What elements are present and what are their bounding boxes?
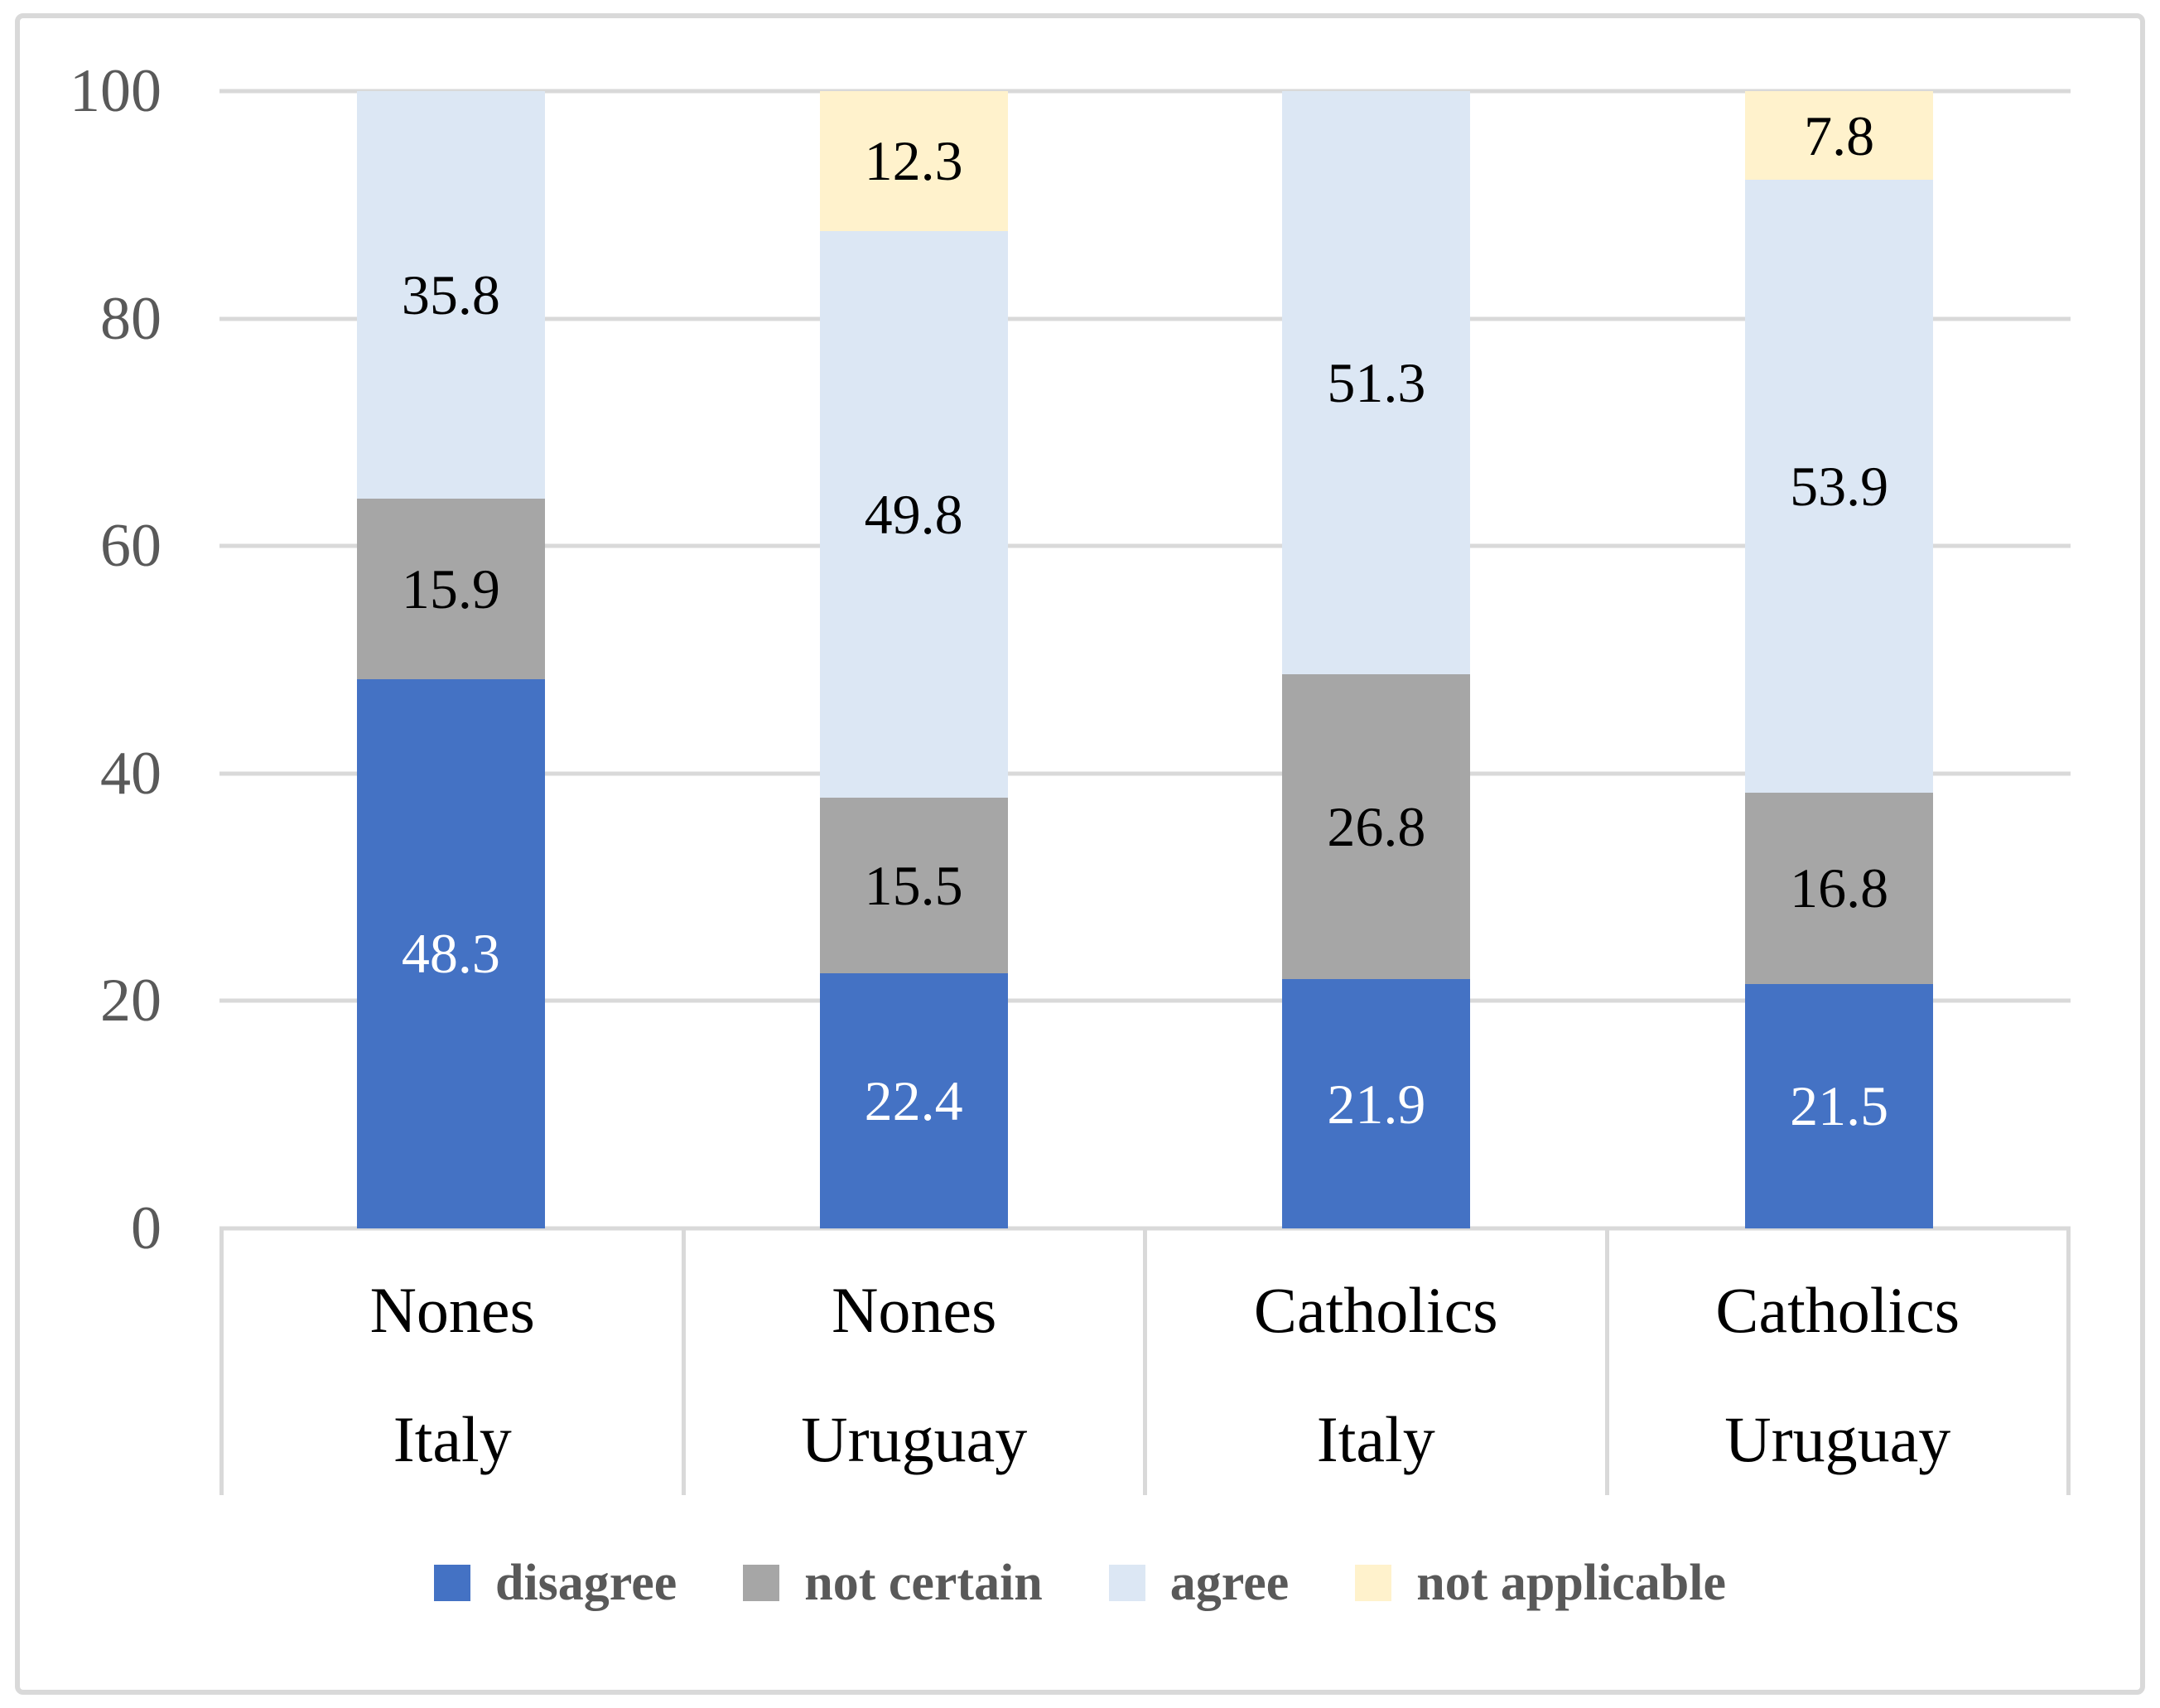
- bar-segment: 22.4: [819, 973, 1008, 1228]
- bar-segment: 12.3: [819, 91, 1008, 231]
- bar-segment: 51.3: [1282, 91, 1471, 675]
- bar-segment-label: 7.8: [1804, 104, 1875, 167]
- bar-segment: 16.8: [1745, 793, 1934, 984]
- y-tick-label: 80: [100, 284, 162, 353]
- category-country-label: Uruguay: [1724, 1403, 1951, 1475]
- y-axis-tick-labels: 0 20 40 60 80 100: [0, 60, 162, 1259]
- bar: 48.3 15.9 35.8: [356, 91, 545, 1228]
- bar-segment: 7.8: [1745, 91, 1934, 181]
- category-cell: Nones Uruguay: [681, 1228, 1144, 1495]
- category-cell: Nones Italy: [219, 1228, 682, 1495]
- bar-segment-label: 21.5: [1790, 1074, 1889, 1138]
- y-tick-label: 20: [100, 967, 162, 1035]
- category-cell: Catholics Uruguay: [1604, 1228, 2071, 1495]
- bar-segment: 15.5: [819, 797, 1008, 974]
- y-gridline: [219, 316, 2071, 321]
- category-group-label: Catholics: [1253, 1274, 1498, 1346]
- legend-swatch-icon: [743, 1565, 780, 1601]
- category-group-label: Catholics: [1715, 1274, 1960, 1346]
- bar-segment-label: 12.3: [864, 129, 963, 193]
- legend-label: agree: [1169, 1555, 1290, 1611]
- category-axis-table: Nones Italy Nones Uruguay Catholics Italy Cath…: [219, 1228, 2071, 1495]
- category-group-label: Nones: [369, 1274, 535, 1346]
- y-gridline: [219, 771, 2071, 776]
- legend-swatch-icon: [1108, 1565, 1145, 1601]
- y-gridline: [219, 89, 2071, 94]
- bar-segment-label: 48.3: [401, 922, 500, 986]
- bar-segment-label: 15.9: [401, 557, 500, 620]
- legend-item: not certain: [743, 1557, 1043, 1609]
- bar-segment-label: 26.8: [1327, 795, 1426, 859]
- y-tick-label: 60: [100, 512, 162, 581]
- bar-segment: 53.9: [1745, 180, 1934, 794]
- legend-item: disagree: [433, 1555, 677, 1611]
- category-country-label: Italy: [1316, 1403, 1435, 1475]
- category-cell: Catholics Italy: [1143, 1228, 1605, 1495]
- bar-segment: 21.9: [1282, 979, 1471, 1228]
- category-country-label: Uruguay: [801, 1403, 1028, 1475]
- y-tick-label: 100: [70, 57, 162, 125]
- bar-segment: 26.8: [1282, 674, 1471, 980]
- bar-segment-label: 22.4: [864, 1069, 963, 1133]
- y-gridline: [219, 543, 2071, 548]
- legend-item: agree: [1108, 1555, 1290, 1611]
- plot-area: 48.3 15.9 35.8 22.4 15.5 49.8 12.3 21.9 26.8 51.3…: [219, 89, 2071, 1231]
- bar: 21.9 26.8 51.3: [1282, 91, 1471, 1228]
- y-tick-label: 0: [131, 1194, 162, 1262]
- category-group-label: Nones: [832, 1274, 997, 1346]
- bar-segment: 35.8: [356, 91, 545, 499]
- bar-segment-label: 49.8: [864, 482, 963, 546]
- bar-segment-label: 51.3: [1327, 351, 1426, 415]
- bar-segment: 49.8: [819, 230, 1008, 798]
- legend-label: not applicable: [1416, 1555, 1727, 1611]
- bar-segment-label: 35.8: [401, 263, 500, 326]
- y-tick-label: 40: [100, 739, 162, 808]
- bar-segment-label: 53.9: [1790, 455, 1889, 519]
- bar-segment: 48.3: [356, 678, 545, 1228]
- bar-segment-label: 21.9: [1327, 1072, 1426, 1136]
- legend: disagree not certain agree not applicable: [0, 1557, 2160, 1609]
- legend-label: disagree: [494, 1555, 677, 1611]
- bar: 22.4 15.5 49.8 12.3: [819, 91, 1008, 1228]
- bar-segment-label: 15.5: [864, 854, 963, 918]
- bar-segment-label: 16.8: [1790, 856, 1889, 920]
- bar: 21.5 16.8 53.9 7.8: [1745, 91, 1934, 1228]
- y-gridline: [219, 1226, 2071, 1231]
- legend-swatch-icon: [433, 1565, 470, 1601]
- legend-label: not certain: [804, 1555, 1043, 1611]
- y-gridline: [219, 998, 2071, 1003]
- legend-swatch-icon: [1355, 1565, 1392, 1601]
- bar-segment: 15.9: [356, 498, 545, 679]
- category-country-label: Italy: [393, 1403, 512, 1475]
- bar-segment: 21.5: [1745, 983, 1934, 1228]
- legend-item: not applicable: [1355, 1557, 1726, 1609]
